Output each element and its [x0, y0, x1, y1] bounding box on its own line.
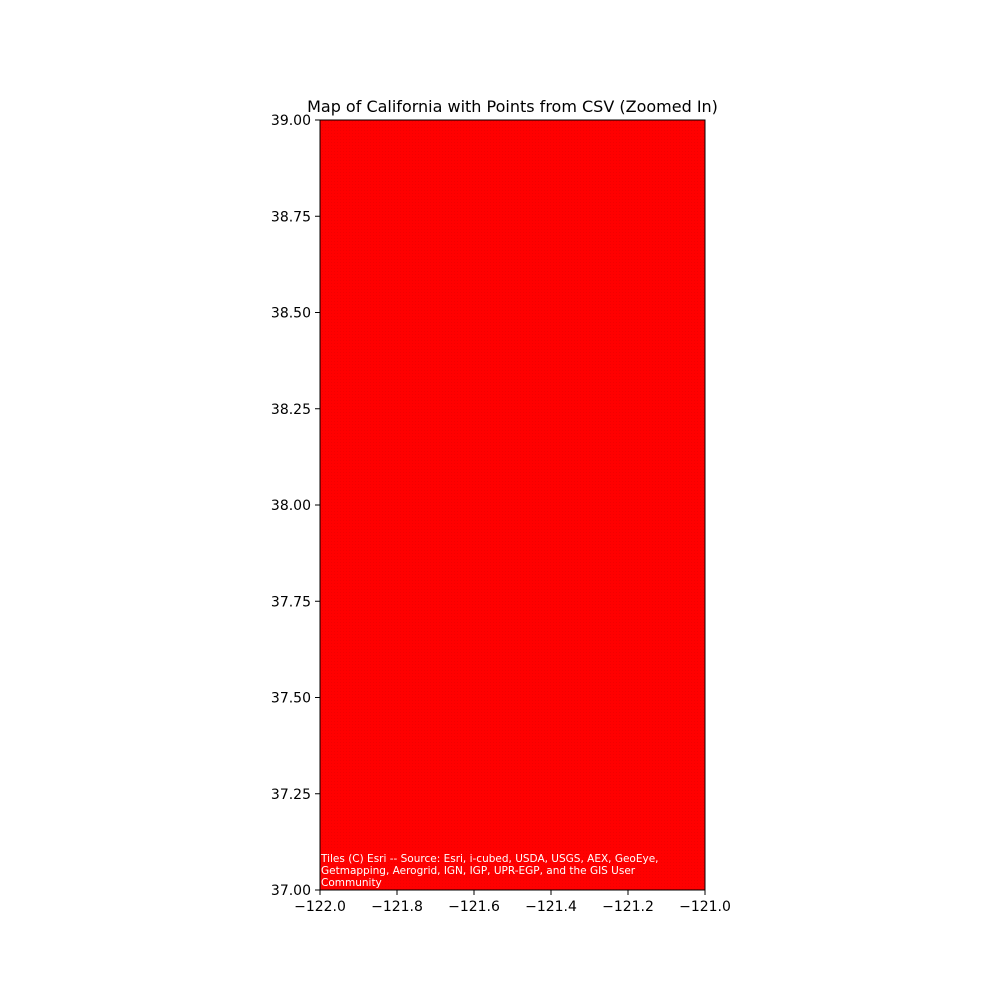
- y-tick-label: 37.75: [271, 594, 311, 610]
- y-axis: 37.00 37.25 37.50 37.75 38.00 38.25 38.50 38.75…: [271, 113, 320, 899]
- y-tick-label: 37.00: [271, 883, 311, 899]
- scatter-points-layer: [320, 120, 705, 890]
- attribution-line: Getmapping, Aerogrid, IGN, IGP, UPR-EGP,…: [321, 865, 636, 877]
- x-tick-label: −121.6: [448, 899, 500, 915]
- y-tick-label: 38.25: [271, 402, 311, 418]
- map-attribution: Tiles (C) Esri -- Source: Esri, i-cubed,…: [320, 853, 659, 889]
- x-tick-label: −121.8: [371, 899, 423, 915]
- x-tick-label: −122.0: [294, 899, 346, 915]
- chart-title: Map of California with Points from CSV (…: [307, 97, 718, 116]
- x-tick-label: −121.2: [602, 899, 654, 915]
- y-tick-label: 38.00: [271, 498, 311, 514]
- x-tick-label: −121.4: [525, 899, 577, 915]
- x-axis: −122.0 −121.8 −121.6 −121.4 −121.2 −121.0: [294, 890, 731, 915]
- y-tick-label: 38.50: [271, 306, 311, 322]
- attribution-line: Community: [321, 877, 382, 889]
- y-tick-label: 39.00: [271, 113, 311, 129]
- y-tick-label: 38.75: [271, 209, 311, 225]
- y-tick-label: 37.50: [271, 691, 311, 707]
- y-tick-label: 37.25: [271, 787, 311, 803]
- x-tick-label: −121.0: [679, 899, 731, 915]
- attribution-line: Tiles (C) Esri -- Source: Esri, i-cubed,…: [320, 853, 659, 865]
- plot-area: Tiles (C) Esri -- Source: Esri, i-cubed,…: [319, 119, 706, 891]
